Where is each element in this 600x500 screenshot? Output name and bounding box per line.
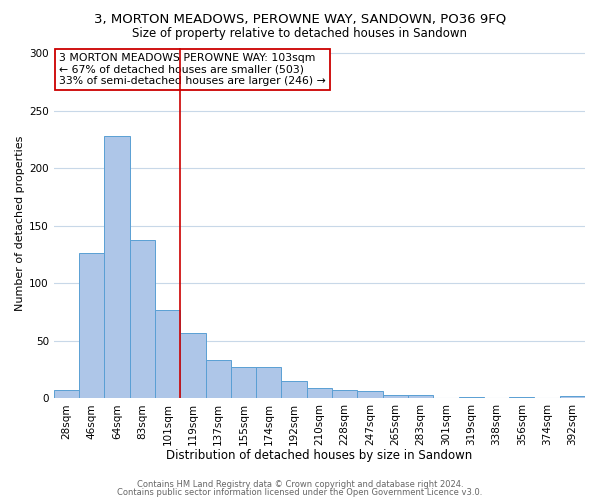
Bar (358, 392, 383, 398)
Bar (458, 397, 484, 398)
Bar (231, 368, 256, 398)
Bar (180, 333, 206, 398)
Bar (509, 397, 535, 398)
Bar (383, 395, 408, 398)
Y-axis label: Number of detached properties: Number of detached properties (15, 135, 25, 310)
Bar (130, 240, 155, 398)
Text: Size of property relative to detached houses in Sandown: Size of property relative to detached ho… (133, 28, 467, 40)
Bar (54, 390, 79, 398)
Bar (206, 360, 231, 399)
X-axis label: Distribution of detached houses by size in Sandown: Distribution of detached houses by size … (166, 450, 473, 462)
Bar (256, 368, 281, 398)
Bar (560, 396, 585, 398)
Text: Contains HM Land Registry data © Crown copyright and database right 2024.: Contains HM Land Registry data © Crown c… (137, 480, 463, 489)
Bar (281, 381, 307, 398)
Bar (307, 388, 332, 398)
Text: Contains public sector information licensed under the Open Government Licence v3: Contains public sector information licen… (118, 488, 482, 497)
Bar (155, 310, 180, 398)
Text: 3 MORTON MEADOWS PEROWNE WAY: 103sqm
← 67% of detached houses are smaller (503)
: 3 MORTON MEADOWS PEROWNE WAY: 103sqm ← 6… (59, 53, 326, 86)
Bar (332, 390, 358, 398)
Text: 3, MORTON MEADOWS, PEROWNE WAY, SANDOWN, PO36 9FQ: 3, MORTON MEADOWS, PEROWNE WAY, SANDOWN,… (94, 12, 506, 26)
Bar (408, 395, 433, 398)
Bar (79, 254, 104, 398)
Bar (104, 136, 130, 398)
